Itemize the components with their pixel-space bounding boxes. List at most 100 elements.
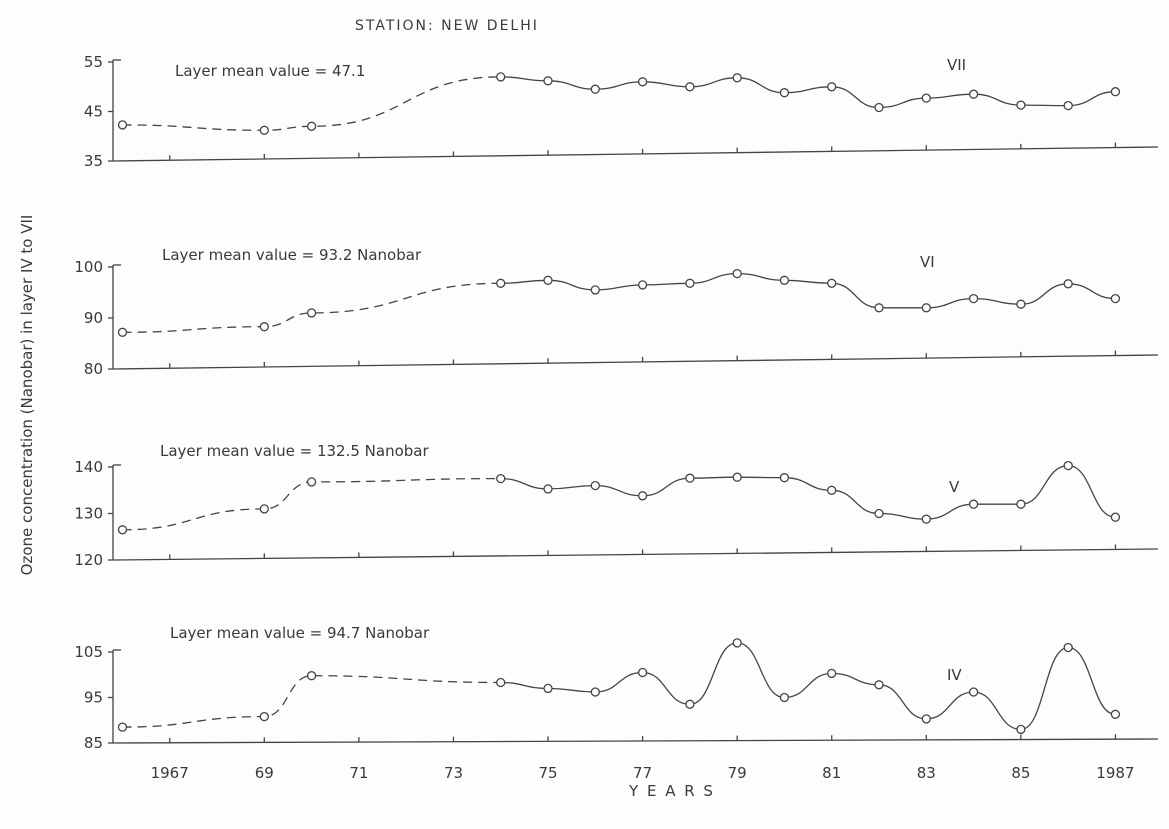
data-point	[968, 89, 979, 99]
y-tick-label: 105	[74, 643, 103, 661]
data-point	[306, 308, 317, 318]
data-point	[1016, 499, 1026, 509]
data-point	[543, 76, 553, 86]
layer-mean-annotation: Layer mean value = 93.2 Nanobar	[162, 246, 422, 264]
x-tick-label: 77	[633, 764, 652, 782]
panels: 55 45 35 Layer mean value = 47.1 VII 100 90 80 L…	[74, 53, 1159, 752]
data-point	[732, 638, 742, 648]
data-point	[968, 687, 979, 697]
data-point	[117, 120, 128, 130]
x-tick-label: 1967	[151, 764, 189, 782]
data-point	[1016, 724, 1026, 735]
data-point	[117, 722, 128, 732]
data-point	[496, 677, 506, 688]
data-point	[637, 280, 648, 290]
data-point	[543, 484, 553, 494]
data-point	[827, 82, 837, 92]
data-point	[779, 88, 790, 98]
x-tick-label: 1987	[1096, 764, 1134, 782]
y-tick-label: 95	[84, 689, 103, 707]
data-point	[685, 699, 695, 709]
data-point	[543, 683, 553, 694]
data-point	[968, 499, 979, 509]
x-axis-line	[112, 354, 1159, 370]
data-point	[259, 125, 269, 135]
data-point	[921, 714, 931, 724]
data-point	[685, 82, 695, 92]
data-point	[590, 285, 600, 295]
layer-mean-annotation: Layer mean value = 47.1	[175, 62, 365, 80]
layer-label: IV	[947, 666, 962, 684]
x-tick-label: 85	[1011, 764, 1030, 782]
x-axis-line	[112, 548, 1159, 561]
data-point	[968, 293, 979, 304]
chart-title: STATION: NEW DELHI	[355, 18, 539, 34]
data-point	[1016, 299, 1026, 309]
panel-layer-iv: 105 95 85 Layer mean value = 94.7 Nanobar IV	[74, 624, 1159, 752]
y-tick-label: 100	[74, 258, 103, 276]
panel-layer-v: 140 130 120 Layer mean value = 132.5 Nanoba…	[74, 442, 1159, 569]
data-point	[874, 680, 884, 690]
x-tick-label: 79	[728, 764, 747, 782]
data-point	[259, 711, 269, 722]
data-point	[590, 84, 600, 94]
data-point	[117, 327, 128, 337]
data-point	[779, 692, 790, 703]
y-axis-label: Ozone concentration (Nanobar) in layer I…	[18, 215, 36, 576]
data-point	[590, 687, 600, 697]
series-line	[500, 642, 1116, 731]
data-point	[685, 473, 695, 483]
series-line-dashed	[122, 675, 501, 728]
data-point	[1063, 279, 1073, 289]
layer-label: VI	[920, 253, 935, 271]
x-axis-line	[112, 738, 1159, 744]
y-tick-label: 140	[74, 458, 103, 476]
data-point	[779, 473, 790, 483]
y-tick-label: 120	[74, 551, 103, 569]
panel-layer-vii: 55 45 35 Layer mean value = 47.1 VII	[84, 53, 1159, 170]
x-tick-label: 71	[349, 764, 368, 782]
data-point	[827, 668, 837, 679]
data-point	[921, 303, 931, 313]
data-point	[921, 514, 931, 524]
layer-mean-annotation: Layer mean value = 132.5 Nanobar	[160, 442, 429, 460]
data-point	[1063, 642, 1073, 653]
data-point	[117, 525, 128, 535]
x-tick-label: 81	[822, 764, 841, 782]
x-ticks: 1967 69 71 73 75 77 79 81 83 85 1987	[151, 764, 1135, 782]
data-point	[874, 303, 884, 313]
y-tick-label: 90	[84, 309, 103, 327]
data-point	[827, 278, 837, 288]
series-line-dashed	[122, 477, 501, 531]
data-point	[1063, 460, 1073, 471]
x-tick-label: 83	[917, 764, 936, 782]
y-tick-label: 85	[84, 734, 103, 752]
data-point	[1110, 709, 1121, 719]
data-point	[732, 73, 742, 83]
data-point	[590, 480, 600, 491]
data-point	[732, 472, 742, 482]
data-point	[306, 121, 317, 131]
data-point	[779, 275, 790, 285]
data-point	[1063, 100, 1073, 111]
y-tick-label: 35	[84, 152, 103, 170]
y-tick-label: 55	[84, 53, 103, 71]
x-axis-label: Y E A R S	[628, 782, 715, 800]
layer-label: V	[949, 478, 960, 496]
data-point	[685, 278, 695, 288]
data-point	[637, 667, 648, 678]
data-point	[637, 77, 648, 87]
x-tick-label: 73	[444, 764, 463, 782]
x-axis-line	[112, 146, 1159, 162]
y-tick-label: 80	[84, 360, 103, 378]
series-line-dashed	[122, 282, 501, 333]
data-point	[306, 671, 317, 681]
data-point	[1110, 512, 1121, 522]
y-tick-label: 130	[74, 505, 103, 523]
data-point	[827, 485, 837, 495]
data-point	[732, 268, 742, 279]
data-point	[874, 102, 884, 113]
data-point	[543, 275, 553, 285]
x-tick-label: 69	[255, 764, 274, 782]
data-point	[874, 508, 884, 519]
